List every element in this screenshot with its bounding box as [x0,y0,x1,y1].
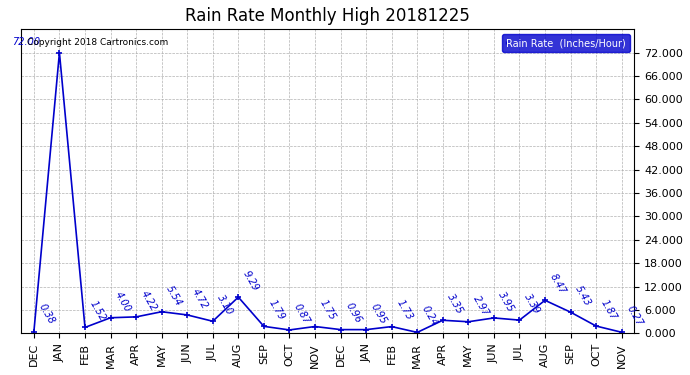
Text: 72.00: 72.00 [12,37,40,47]
Text: 3.10: 3.10 [215,293,235,317]
Text: 0.95: 0.95 [369,302,388,326]
Text: 0.87: 0.87 [293,302,312,326]
Text: 8.47: 8.47 [548,272,567,296]
Text: 0.96: 0.96 [344,302,363,326]
Text: 5.43: 5.43 [573,284,593,308]
Text: 2.97: 2.97 [471,294,491,318]
Text: 0.27: 0.27 [624,304,644,328]
Text: 9.29: 9.29 [241,269,261,293]
Text: 5.54: 5.54 [164,284,184,308]
Title: Rain Rate Monthly High 20181225: Rain Rate Monthly High 20181225 [186,7,470,25]
Text: 0.24: 0.24 [420,304,440,328]
Text: 3.35: 3.35 [446,292,465,316]
Text: 3.39: 3.39 [522,292,542,316]
Text: 1.79: 1.79 [266,298,286,322]
Text: 1.75: 1.75 [318,298,337,322]
Text: 4.22: 4.22 [139,289,159,313]
Text: 1.73: 1.73 [395,298,414,322]
Text: 0.38: 0.38 [37,302,57,326]
Text: 1.52: 1.52 [88,299,108,323]
Legend: Rain Rate  (Inches/Hour): Rain Rate (Inches/Hour) [502,34,629,52]
Text: 4.00: 4.00 [113,290,133,314]
Text: Copyright 2018 Cartronics.com: Copyright 2018 Cartronics.com [27,38,168,47]
Text: 1.87: 1.87 [599,298,618,322]
Text: 4.72: 4.72 [190,287,210,311]
Text: 3.95: 3.95 [497,290,516,314]
